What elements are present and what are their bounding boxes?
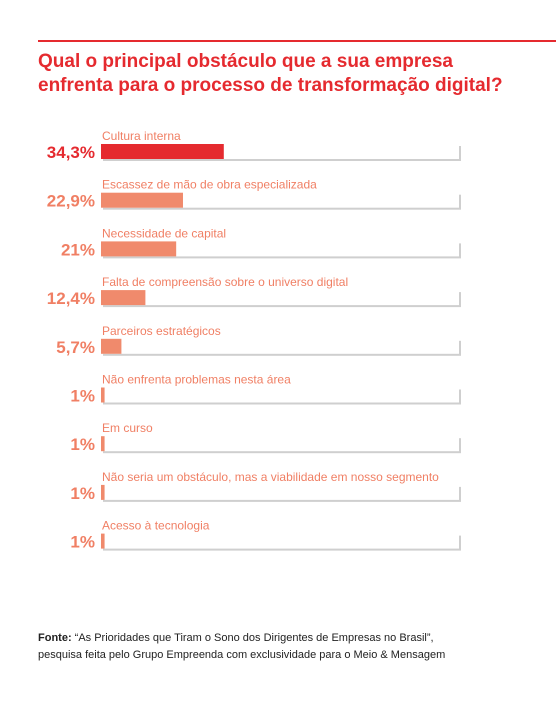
bar-6 <box>101 387 105 403</box>
source-note: Fonte: “As Prioridades que Tiram o Sono … <box>38 630 543 664</box>
bar-track-5 <box>101 338 459 354</box>
source-text-1: “As Prioridades que Tiram o Sono dos Dir… <box>71 632 434 644</box>
value-label-4: 12,4% <box>47 289 95 308</box>
value-label-9: 1% <box>70 533 95 552</box>
category-label-6: Não enfrenta problemas nesta área <box>102 373 291 387</box>
category-label-9: Acesso à tecnologia <box>102 519 210 533</box>
bar-track-4 <box>101 290 459 306</box>
source-line-1: Fonte: “As Prioridades que Tiram o Sono … <box>38 630 543 647</box>
bar-track-8 <box>101 484 459 500</box>
bar-track-6 <box>101 387 459 403</box>
bar-4 <box>101 290 146 306</box>
value-label-8: 1% <box>70 484 95 503</box>
bar-chart: Cultura interna 34,3% Escassez de mão de o… <box>47 129 461 552</box>
bar-track-7 <box>101 436 459 452</box>
category-label-5: Parceiros estratégicos <box>102 324 221 338</box>
bar-track-9 <box>101 533 459 549</box>
category-label-2: Escassez de mão de obra especializada <box>102 178 317 192</box>
source-text-2: pesquisa feita pelo Grupo Empreenda com … <box>38 649 446 661</box>
category-label-8: Não seria um obstáculo, mas a viabilidad… <box>102 470 439 484</box>
bar-9 <box>101 533 105 549</box>
category-label-3: Necessidade de capital <box>102 226 226 240</box>
chart-title-line-1: Qual o principal obstáculo que a sua emp… <box>38 51 453 72</box>
value-label-3: 21% <box>61 240 95 259</box>
bar-7 <box>101 436 105 452</box>
top-rule <box>38 40 556 42</box>
category-label-1: Cultura interna <box>102 129 181 143</box>
bar-track-2 <box>101 192 459 208</box>
chart-title: Qual o principal obstáculo que a sua emp… <box>38 50 553 98</box>
value-label-6: 1% <box>70 387 95 406</box>
source-label: Fonte: <box>38 632 72 644</box>
value-label-1: 34,3% <box>47 143 95 162</box>
bar-2 <box>101 192 183 208</box>
value-label-7: 1% <box>70 435 95 454</box>
chart-title-line-2: enfrenta para o processo de transformaçã… <box>38 75 503 96</box>
value-label-2: 22,9% <box>47 192 95 211</box>
bar-3 <box>101 241 177 257</box>
value-label-5: 5,7% <box>56 338 95 357</box>
bar-5 <box>101 338 122 354</box>
bar-8 <box>101 484 105 500</box>
bar-track-3 <box>101 241 459 257</box>
category-label-4: Falta de compreensão sobre o universo di… <box>102 275 348 289</box>
category-label-7: Em curso <box>102 421 153 435</box>
bar-1 <box>101 144 224 159</box>
